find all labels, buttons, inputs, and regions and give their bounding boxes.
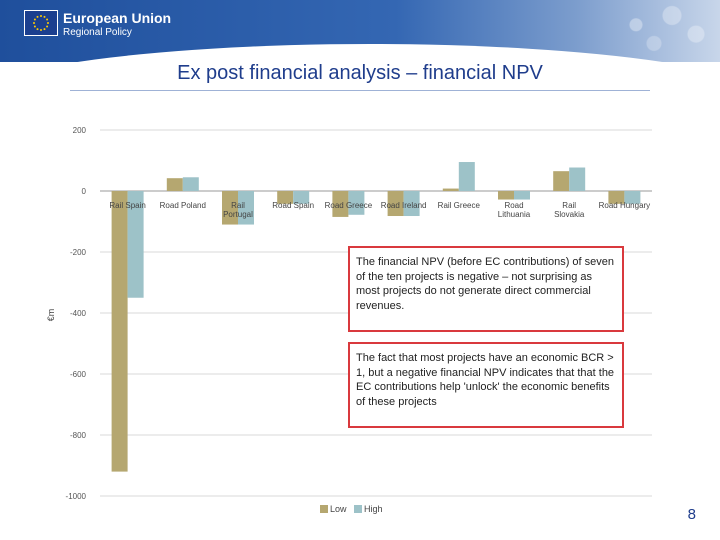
category-label: Rail Greece — [438, 201, 481, 210]
bar-high-road-ireland — [403, 191, 420, 217]
header-banner: European Union Regional Policy — [0, 0, 720, 62]
y-tick-label: -1000 — [66, 492, 87, 501]
bar-high-road-hungary — [624, 191, 641, 204]
bar-low-road-lithuania — [498, 191, 514, 200]
y-tick-label: -400 — [70, 309, 87, 318]
category-label: Road Greece — [325, 201, 373, 210]
slide-title: Ex post financial analysis – financial N… — [177, 62, 543, 84]
category-label: Road Ireland — [381, 201, 427, 210]
category-label: Road Hungary — [599, 201, 651, 210]
legend-label-high: High — [364, 504, 383, 514]
bar-low-rail-greece — [442, 188, 459, 191]
category-label: Rail Portugal — [223, 201, 253, 219]
brand-subtitle: Regional Policy — [63, 27, 132, 38]
legend-swatch-high — [354, 505, 362, 513]
category-label: Road Poland — [160, 201, 206, 210]
category-label: Rail Slovakia — [554, 201, 585, 219]
bar-high-road-greece — [348, 191, 365, 215]
callout-negative-npv: The financial NPV (before EC contributio… — [348, 246, 624, 332]
legend-swatch-low — [320, 505, 328, 513]
callout-economic-bcr: The fact that most projects have an econ… — [348, 342, 624, 428]
eu-flag-icon — [24, 10, 58, 36]
europe-map-decoration — [600, 0, 720, 62]
y-axis-label: €m — [46, 309, 56, 322]
category-label: Rail Spain — [109, 201, 145, 210]
bar-low-road-hungary — [608, 191, 625, 204]
bar-high-road-spain — [293, 191, 310, 204]
y-tick-label: 200 — [73, 126, 87, 135]
bar-low-rail-slovakia — [553, 171, 570, 191]
y-tick-label: -800 — [70, 431, 87, 440]
bar-high-rail-portugal — [238, 191, 254, 225]
page-number: 8 — [687, 506, 696, 523]
eu-flag-stars — [33, 15, 49, 31]
chart-canvas: 200 0 -200 -400 -600 -800 -1000 €m Rail Spain Roa… — [46, 126, 652, 514]
bar-low-road-greece — [332, 191, 349, 217]
callout-text: The financial NPV (before EC contributio… — [356, 256, 615, 312]
bar-high-rail-spain — [127, 191, 144, 298]
category-label: Road Lithuania — [498, 201, 531, 219]
bar-low-rail-portugal — [222, 191, 238, 225]
bar-low-road-poland — [166, 178, 183, 191]
bar-high-road-poland — [182, 177, 199, 191]
bar-low-road-ireland — [387, 191, 404, 217]
y-tick-label: -200 — [70, 248, 87, 257]
y-tick-label: -600 — [70, 370, 87, 379]
bar-high-rail-greece — [458, 162, 475, 191]
bar-low-road-spain — [277, 191, 294, 204]
callout-text: The fact that most projects have an econ… — [356, 352, 615, 408]
bar-low-rail-spain — [111, 191, 128, 472]
legend-label-low: Low — [330, 504, 347, 514]
title-divider — [70, 90, 650, 91]
brand-name: European Union — [63, 10, 172, 26]
category-label: Road Spain — [272, 201, 314, 210]
bar-high-rail-slovakia — [569, 167, 586, 191]
bar-high-road-lithuania — [514, 191, 530, 200]
y-tick-label: 0 — [82, 187, 87, 196]
